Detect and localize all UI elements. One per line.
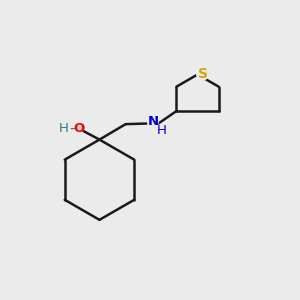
Text: N: N (147, 115, 158, 128)
Text: -: - (69, 121, 75, 136)
Text: H: H (156, 124, 166, 137)
Circle shape (72, 123, 83, 134)
Text: O: O (73, 122, 84, 135)
Circle shape (148, 116, 158, 127)
Text: H: H (59, 122, 69, 135)
Circle shape (58, 123, 69, 134)
Text: S: S (198, 67, 208, 81)
Circle shape (197, 68, 208, 80)
